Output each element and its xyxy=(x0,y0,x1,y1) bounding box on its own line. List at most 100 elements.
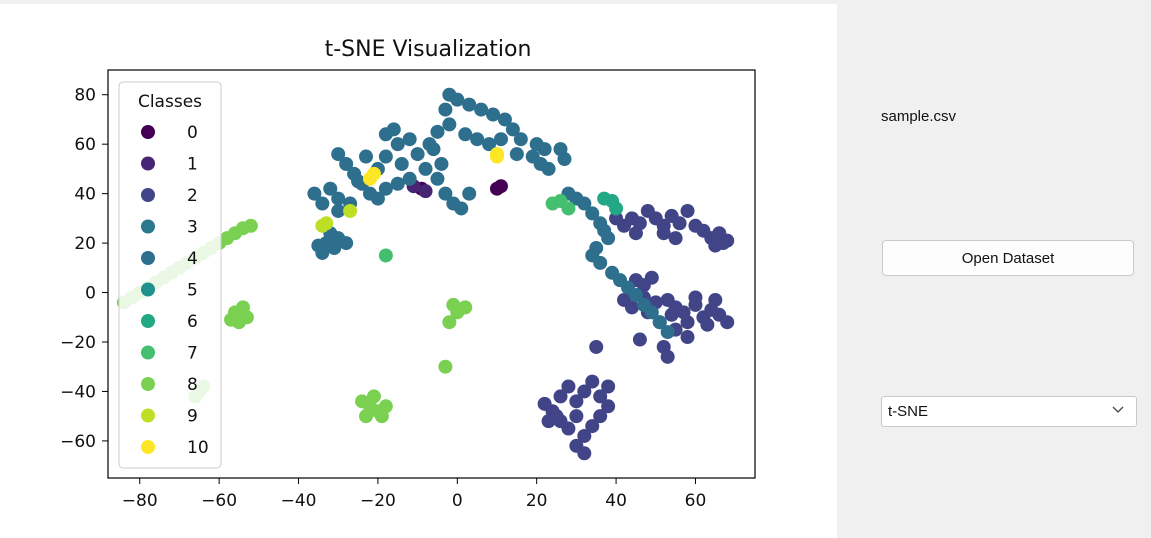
point-class-4-50 xyxy=(307,186,322,201)
point-class-4-46 xyxy=(454,201,469,216)
point-class-4-12 xyxy=(458,127,473,142)
point-class-4-38 xyxy=(331,147,346,162)
y-tick-label-80: 80 xyxy=(74,86,96,106)
y-tick-label-0: 0 xyxy=(85,284,96,304)
point-class-7-2 xyxy=(561,201,576,216)
point-class-2-35 xyxy=(664,307,679,322)
point-class-4-29 xyxy=(394,156,409,171)
legend-label-9: 9 xyxy=(187,407,198,427)
x-tick-label--60: −60 xyxy=(201,491,237,511)
point-class-4-7 xyxy=(513,132,528,147)
x-tick-label--80: −80 xyxy=(122,491,158,511)
point-class-2-55 xyxy=(601,399,616,414)
point-class-4-79 xyxy=(644,305,659,320)
point-class-2-33 xyxy=(700,317,715,332)
legend-marker-8 xyxy=(141,377,155,391)
point-class-4-77 xyxy=(628,288,643,303)
point-class-4-11 xyxy=(442,117,457,132)
legend-marker-9 xyxy=(141,408,155,423)
point-class-4-62 xyxy=(315,245,330,260)
point-class-4-47 xyxy=(434,156,449,171)
point-class-4-44 xyxy=(438,186,453,201)
point-class-2-50 xyxy=(561,379,576,394)
point-class-4-28 xyxy=(410,147,425,162)
method-select[interactable]: t-SNE xyxy=(881,396,1137,427)
point-class-4-31 xyxy=(390,176,405,191)
point-class-4-21 xyxy=(557,152,572,167)
point-class-2-9 xyxy=(680,203,695,218)
point-class-9-2 xyxy=(343,203,358,218)
point-class-4-39 xyxy=(359,149,374,164)
point-class-2-63 xyxy=(569,409,584,424)
point-class-8-33 xyxy=(374,409,389,424)
legend-label-10: 10 xyxy=(187,438,209,458)
legend-title: Classes xyxy=(138,92,202,112)
legend-label-8: 8 xyxy=(187,375,198,395)
point-class-1-1 xyxy=(418,184,433,199)
point-class-4-41 xyxy=(378,127,393,142)
legend-marker-3 xyxy=(141,219,155,234)
point-class-4-37 xyxy=(339,156,354,171)
legend-marker-1 xyxy=(141,156,155,171)
point-class-2-46 xyxy=(632,332,647,347)
point-class-2-58 xyxy=(577,428,592,443)
point-class-8-24 xyxy=(458,300,473,315)
point-class-4-48 xyxy=(426,142,441,157)
x-tick-label-60: 60 xyxy=(685,491,707,511)
y-tick-label--40: −40 xyxy=(60,382,96,402)
point-class-4-13 xyxy=(470,132,485,147)
point-class-10-3 xyxy=(489,147,504,162)
y-tick-label-20: 20 xyxy=(74,234,96,254)
legend-marker-0 xyxy=(141,125,155,139)
x-tick-label--20: −20 xyxy=(360,491,396,511)
y-tick-label--20: −20 xyxy=(60,333,96,353)
method-select-value: t-SNE xyxy=(888,403,929,420)
y-tick-label-40: 40 xyxy=(74,185,96,205)
legend-label-4: 4 xyxy=(187,249,198,269)
point-class-2-22 xyxy=(644,270,659,285)
point-class-4-3 xyxy=(474,102,489,117)
point-class-4-5 xyxy=(497,112,512,127)
point-class-4-6 xyxy=(505,122,520,137)
point-class-2-56 xyxy=(593,409,608,424)
point-class-2-39 xyxy=(624,300,639,315)
chart-title: t-SNE Visualization xyxy=(325,37,532,62)
legend-marker-4 xyxy=(141,251,155,265)
point-class-4-26 xyxy=(390,137,405,152)
x-tick-label-40: 40 xyxy=(605,491,627,511)
point-class-4-56 xyxy=(351,174,366,189)
open-dataset-button[interactable]: Open Dataset xyxy=(882,240,1134,276)
point-class-2-12 xyxy=(656,226,671,241)
point-class-4-51 xyxy=(323,181,338,196)
point-class-4-53 xyxy=(315,196,330,211)
point-class-4-1 xyxy=(450,92,465,107)
point-class-4-52 xyxy=(331,191,346,206)
point-class-8-21 xyxy=(235,300,250,315)
point-class-2-64 xyxy=(601,379,616,394)
point-class-2-57 xyxy=(585,419,600,434)
point-class-2-45 xyxy=(660,349,675,364)
point-class-2-43 xyxy=(680,330,695,345)
point-class-4-32 xyxy=(378,181,393,196)
point-class-2-8 xyxy=(672,216,687,231)
point-class-4-9 xyxy=(537,142,552,157)
legend-label-2: 2 xyxy=(187,186,198,206)
point-class-4-80 xyxy=(652,315,667,330)
point-class-4-22 xyxy=(430,124,445,139)
point-class-4-63 xyxy=(339,236,354,251)
point-class-4-49 xyxy=(462,186,477,201)
point-class-2-19 xyxy=(716,236,731,251)
legend-marker-2 xyxy=(141,188,155,202)
point-class-6-1 xyxy=(609,201,624,216)
point-class-4-19 xyxy=(541,161,556,176)
legend-label-5: 5 xyxy=(187,281,198,301)
legend-marker-7 xyxy=(141,345,155,360)
chevron-down-icon xyxy=(1112,406,1124,413)
point-class-4-67 xyxy=(585,206,600,221)
point-class-4-81 xyxy=(660,325,675,340)
point-class-2-13 xyxy=(668,231,683,246)
point-class-2-40 xyxy=(688,290,703,305)
point-class-2-65 xyxy=(589,339,604,354)
plot-frame xyxy=(107,69,756,479)
tsne-scatter-chart: t-SNE Visualization −80 −60 −40 −20 0 20 40 60 −… xyxy=(60,37,756,511)
